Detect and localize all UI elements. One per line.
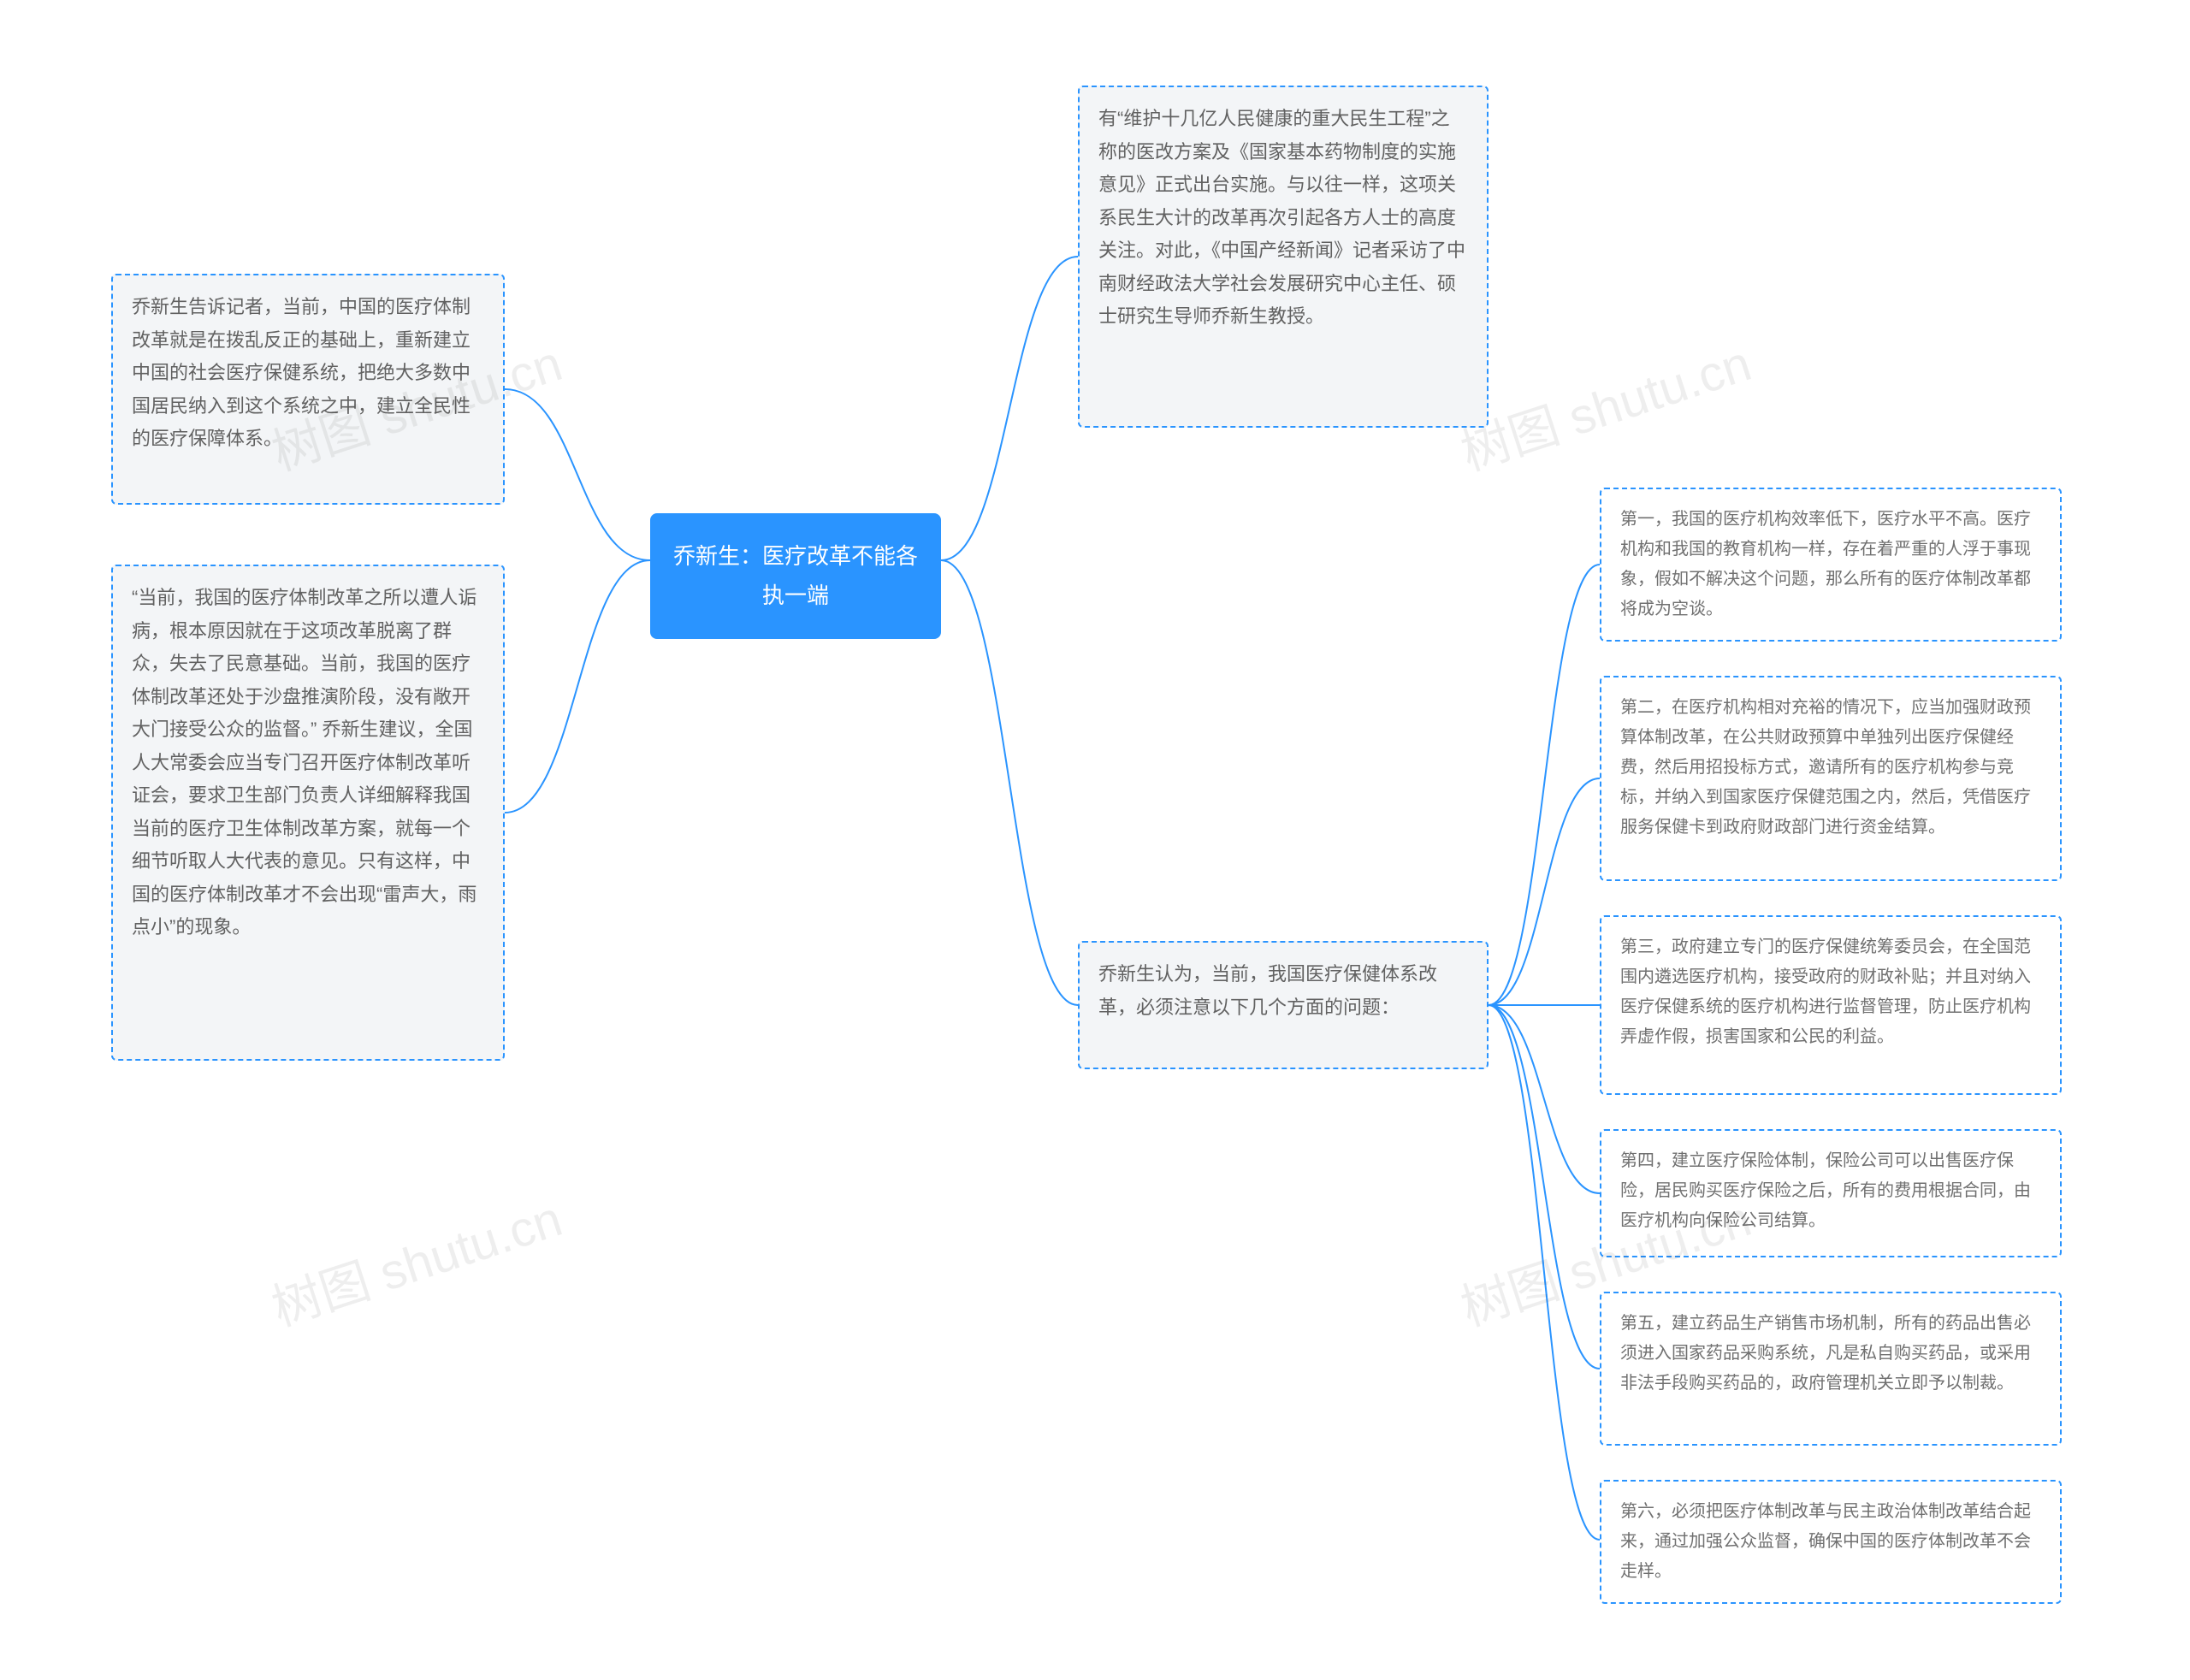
sub-node-4[interactable]: 第四，建立医疗保险体制，保险公司可以出售医疗保险，居民购买医疗保险之后，所有的费… xyxy=(1600,1129,2062,1257)
watermark: 树图 shutu.cn xyxy=(262,1179,570,1340)
right-branch-2[interactable]: 乔新生认为，当前，我国医疗保健体系改革，必须注意以下几个方面的问题： xyxy=(1078,941,1489,1069)
left-branch-2[interactable]: “当前，我国的医疗体制改革之所以遭人诟病，根本原因就在于这项改革脱离了群众，失去… xyxy=(111,565,505,1061)
sub-node-5[interactable]: 第五，建立药品生产销售市场机制，所有的药品出售必须进入国家药品采购系统，凡是私自… xyxy=(1600,1292,2062,1446)
right-branch-1[interactable]: 有“维护十几亿人民健康的重大民生工程”之称的医改方案及《国家基本药物制度的实施意… xyxy=(1078,86,1489,428)
left-branch-1[interactable]: 乔新生告诉记者，当前，中国的医疗体制改革就是在拨乱反正的基础上，重新建立中国的社… xyxy=(111,274,505,505)
sub-node-3[interactable]: 第三，政府建立专门的医疗保健统筹委员会，在全国范围内遴选医疗机构，接受政府的财政… xyxy=(1600,915,2062,1095)
sub-node-6[interactable]: 第六，必须把医疗体制改革与民主政治体制改革结合起来，通过加强公众监督，确保中国的… xyxy=(1600,1480,2062,1604)
mindmap-stage: 乔新生：医疗改革不能各执一端 乔新生告诉记者，当前，中国的医疗体制改革就是在拨乱… xyxy=(0,0,2190,1680)
root-node[interactable]: 乔新生：医疗改革不能各执一端 xyxy=(650,513,941,639)
sub-node-2[interactable]: 第二，在医疗机构相对充裕的情况下，应当加强财政预算体制改革，在公共财政预算中单独… xyxy=(1600,676,2062,881)
watermark: 树图 shutu.cn xyxy=(1451,323,1759,484)
sub-node-1[interactable]: 第一，我国的医疗机构效率低下，医疗水平不高。医疗机构和我国的教育机构一样，存在着… xyxy=(1600,488,2062,642)
